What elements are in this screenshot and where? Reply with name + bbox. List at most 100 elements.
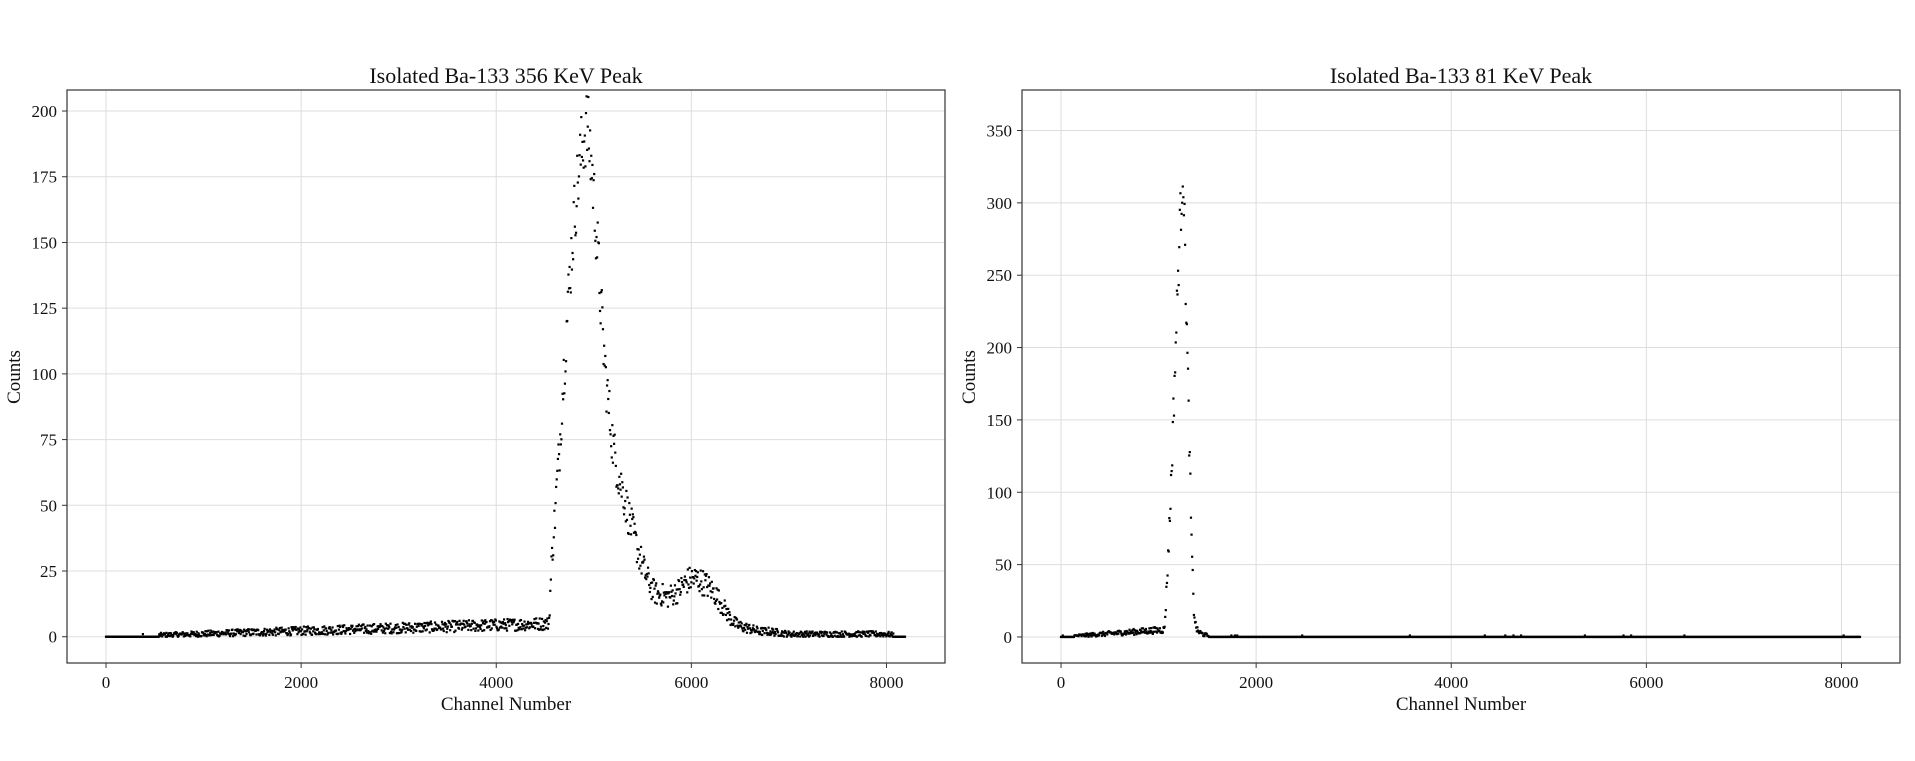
data-point [502, 618, 506, 621]
data-point [655, 582, 658, 585]
data-point [793, 634, 797, 637]
data-point [278, 629, 281, 632]
data-point [727, 618, 730, 621]
data-point [400, 630, 403, 633]
data-point [876, 634, 879, 638]
data-point [711, 591, 714, 594]
data-point [703, 594, 706, 597]
data-point [687, 583, 690, 586]
data-point [587, 147, 591, 150]
data-point [643, 558, 646, 561]
data-point [785, 635, 788, 638]
data-point [580, 155, 583, 159]
data-point [481, 622, 485, 625]
data-point [228, 633, 231, 636]
data-point [457, 627, 461, 630]
data-point [552, 554, 555, 557]
data-point [332, 633, 335, 636]
data-point [508, 624, 511, 627]
data-point [373, 623, 376, 626]
data-point [501, 620, 504, 624]
data-point [375, 628, 379, 631]
data-point [766, 633, 769, 636]
data-point [699, 569, 702, 572]
data-point [669, 584, 672, 587]
data-point [892, 632, 895, 635]
y-tick-label: 250 [987, 266, 1013, 285]
data-point [1077, 635, 1080, 638]
data-point [1132, 627, 1135, 631]
data-point [741, 627, 744, 630]
data-point [623, 507, 626, 510]
data-point [172, 634, 175, 637]
data-point [1170, 470, 1173, 473]
data-point [670, 594, 674, 598]
data-point [462, 619, 465, 622]
x-tick-label: 4000 [1434, 673, 1468, 692]
data-point [162, 632, 166, 635]
data-point [611, 461, 615, 464]
data-point [341, 625, 345, 629]
data-point [572, 258, 575, 261]
data-point [830, 632, 833, 635]
data-point [218, 634, 221, 637]
data-point [432, 629, 435, 632]
data-point [591, 163, 594, 167]
data-point [891, 635, 894, 638]
data-point [495, 625, 498, 628]
data-point [821, 631, 824, 634]
data-point [605, 384, 609, 387]
y-tick-label: 75 [40, 431, 57, 450]
data-point [282, 628, 285, 632]
data-point [275, 626, 278, 629]
data-point [673, 595, 676, 598]
data-point [449, 623, 452, 626]
data-point [742, 630, 745, 633]
data-point [161, 635, 164, 638]
data-point [166, 634, 170, 637]
data-point [141, 632, 144, 636]
data-point [632, 531, 636, 534]
data-point [371, 629, 374, 632]
data-point [415, 629, 418, 633]
data-point [306, 625, 310, 628]
data-point [700, 588, 703, 591]
y-tick-label: 50 [995, 556, 1012, 575]
data-point [322, 629, 325, 632]
data-point [1160, 630, 1163, 633]
data-point [382, 629, 386, 633]
data-point [624, 499, 627, 503]
data-point [213, 630, 216, 634]
data-point [705, 573, 708, 576]
data-point [490, 619, 493, 622]
data-point [409, 629, 413, 633]
data-point [646, 566, 650, 569]
data-point [308, 627, 311, 630]
data-point [301, 628, 304, 631]
data-point [813, 631, 816, 634]
data-point [783, 631, 786, 634]
data-point [704, 579, 707, 582]
data-point [215, 631, 218, 634]
data-point [175, 633, 178, 636]
data-point [456, 623, 459, 626]
data-point [636, 548, 639, 551]
data-point [1126, 631, 1129, 634]
data-point [385, 627, 388, 630]
data-point [871, 630, 874, 633]
data-point [538, 617, 541, 620]
data-point [1189, 472, 1192, 475]
data-point [505, 629, 509, 632]
data-point [679, 591, 682, 594]
data-point [205, 633, 208, 636]
data-point [387, 624, 390, 627]
data-point [1090, 634, 1094, 637]
data-point [823, 632, 826, 635]
data-point [435, 623, 438, 626]
y-tick-label: 0 [49, 628, 58, 647]
data-point [584, 112, 588, 115]
data-point [1179, 192, 1182, 195]
data-point [286, 633, 290, 636]
data-point [422, 625, 425, 628]
data-point [426, 624, 430, 627]
